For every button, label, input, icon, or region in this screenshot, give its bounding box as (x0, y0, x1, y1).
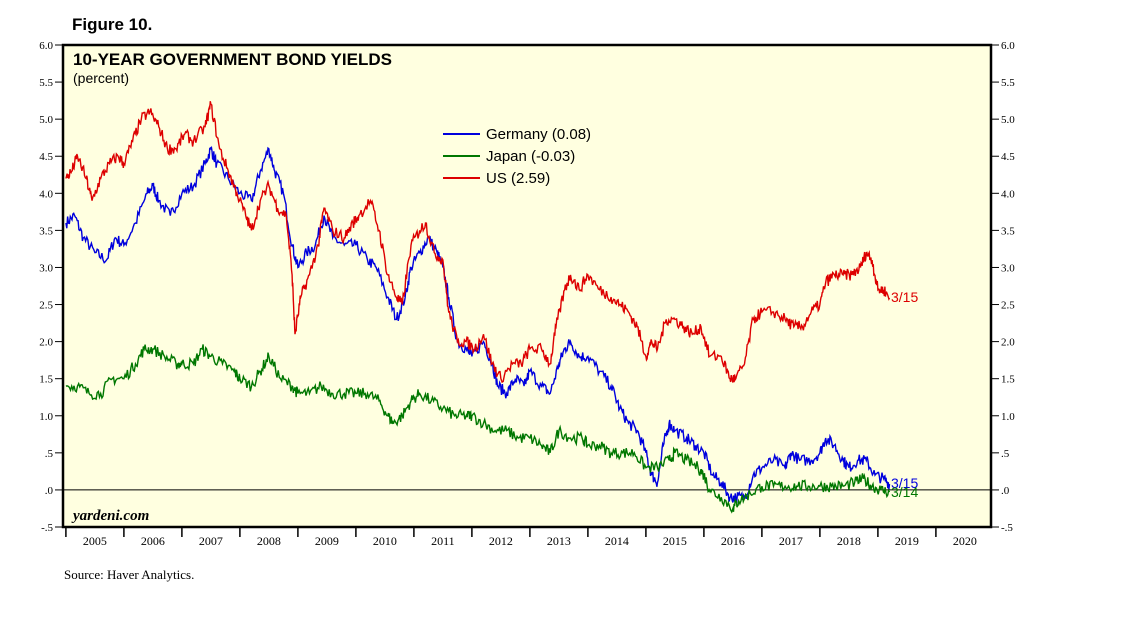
end-label: 3/15 (891, 475, 918, 491)
x-tick-label: 2017 (779, 534, 803, 548)
x-tick-label: 2010 (373, 534, 397, 548)
legend-entry: Japan (-0.03) (486, 148, 575, 165)
y-tick-label-left: 4.5 (39, 151, 53, 163)
x-tick-label: 2016 (721, 534, 745, 548)
legend-entry: US (2.59) (486, 170, 550, 187)
legend: Germany (0.08) Japan (-0.03) US (2.59) (443, 126, 591, 187)
y-tick-label-right: .5 (1001, 448, 1010, 460)
y-tick-label-left: 6.0 (39, 40, 53, 52)
y-tick-label-right: 3.5 (1001, 225, 1015, 237)
y-tick-label-left: .0 (45, 485, 54, 497)
end-labels: 3/153/143/15 (891, 289, 918, 500)
y-axis-left: 6.0 5.5 5.0 4.5 4.0 3.5 3.0 2.5 2.0 1.5 1.0 .5 .0 -.5 (39, 40, 63, 534)
y-tick-label-left: 1.5 (39, 374, 53, 386)
y-tick-label-left: .5 (45, 448, 54, 460)
x-tick-label: 2014 (605, 534, 629, 548)
y-tick-label-left: 2.5 (39, 300, 53, 312)
x-tick-label: 2015 (663, 534, 687, 548)
y-axis-right: 6.0 5.5 5.0 4.5 4.0 3.5 3.0 2.5 2.0 1.5 1.0 .5 .0 -.5 (991, 40, 1015, 534)
x-tick-label: 2008 (257, 534, 281, 548)
y-tick-label-right: 4.0 (1001, 188, 1015, 200)
chart-subtitle: (percent) (73, 70, 129, 86)
y-tick-label-right: 1.5 (1001, 374, 1015, 386)
x-tick-label: 2011 (431, 534, 455, 548)
x-tick-label: 2007 (199, 534, 223, 548)
y-tick-label-left: 5.5 (39, 77, 53, 89)
plot-area (63, 45, 991, 527)
y-tick-label-left: -.5 (41, 522, 53, 534)
x-tick-label: 2019 (895, 534, 919, 548)
y-tick-label-right: 6.0 (1001, 40, 1015, 52)
brand-watermark: yardeni.com (71, 508, 149, 524)
y-tick-label-left: 4.0 (39, 188, 53, 200)
x-tick-label: 2009 (315, 534, 339, 548)
legend-entry: Germany (0.08) (486, 126, 591, 143)
source-note: Source: Haver Analytics. (64, 567, 195, 582)
y-tick-label-left: 3.0 (39, 262, 53, 274)
x-axis: 2005 2006 2007 2008 2009 2010 2011 2012 2013 2014… (65, 527, 977, 548)
y-tick-label-right: .0 (1001, 485, 1010, 497)
y-tick-label-left: 3.5 (39, 225, 53, 237)
chart-title: 10-YEAR GOVERNMENT BOND YIELDS (73, 50, 392, 69)
series-group (65, 101, 891, 514)
x-tick-label: 2020 (953, 534, 977, 548)
x-tick-label: 2018 (837, 534, 861, 548)
y-tick-label-right: 5.0 (1001, 114, 1015, 126)
y-tick-label-right: 2.0 (1001, 337, 1015, 349)
y-tick-label-right: 1.0 (1001, 411, 1015, 423)
end-label: 3/15 (891, 289, 918, 305)
y-tick-label-right: -.5 (1001, 522, 1013, 534)
x-tick-label: 2012 (489, 534, 513, 548)
series-line-2 (65, 101, 891, 384)
y-tick-label-left: 5.0 (39, 114, 53, 126)
y-tick-label-right: 2.5 (1001, 300, 1015, 312)
end-label: 3/14 (891, 484, 918, 500)
plot-frame (61, 43, 993, 529)
y-tick-label-left: 2.0 (39, 337, 53, 349)
figure-label: Figure 10. (72, 15, 153, 34)
x-tick-label: 2005 (83, 534, 107, 548)
y-tick-label-left: 1.0 (39, 411, 53, 423)
x-tick-label: 2013 (547, 534, 571, 548)
y-tick-label-right: 3.0 (1001, 262, 1015, 274)
y-tick-label-right: 5.5 (1001, 77, 1015, 89)
x-tick-label: 2006 (141, 534, 165, 548)
y-tick-label-right: 4.5 (1001, 151, 1015, 163)
series-line-1 (65, 344, 891, 514)
